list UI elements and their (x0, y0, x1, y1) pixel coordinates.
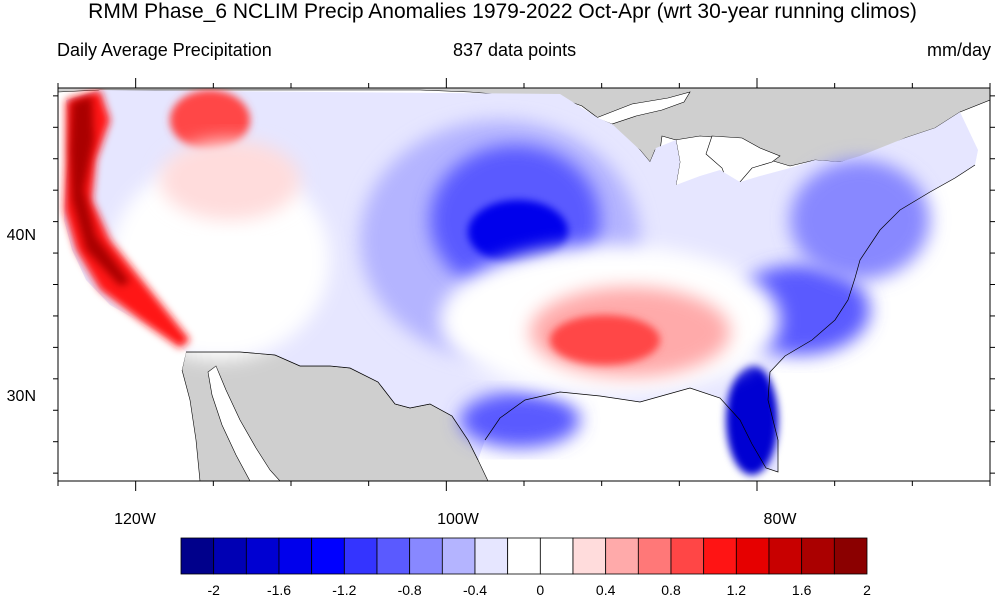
anomaly-field (64, 90, 978, 475)
colorbar-swatch (343, 537, 378, 575)
colorbar-swatch (245, 537, 280, 575)
lon-label-120w: 120W (114, 511, 157, 528)
colorbar-swatch (278, 537, 313, 575)
colorbar-tick-label: 1.2 (727, 582, 747, 597)
central-dry-anomaly-core (468, 200, 568, 264)
colorbar-swatch (703, 537, 737, 575)
colorbar-swatch (376, 537, 411, 575)
colorbar-swatch (833, 537, 868, 575)
colorbar-tick-label: -1.6 (267, 582, 291, 597)
lat-label-40n: 40N (7, 227, 36, 244)
colorbar-swatch (572, 537, 607, 575)
colorbar-swatch (507, 537, 541, 575)
colorbar-tick-label: 0 (536, 582, 544, 597)
colorbar-tick-label: 0.8 (661, 582, 681, 597)
northern-rockies-wet-anomaly (170, 90, 250, 150)
south-central-wet-anomaly-core (550, 315, 660, 365)
colorbar-swatch (441, 537, 476, 575)
colorbar-tick-label: -2 (207, 582, 220, 597)
cascades-wet-core (70, 96, 130, 286)
colorbar-tick-label: 2 (863, 582, 871, 597)
colorbar-swatch (637, 537, 672, 575)
florida-dry-anomaly (726, 365, 778, 475)
axis-ticks (53, 78, 995, 491)
lon-label-80w: 80W (764, 511, 798, 528)
lat-label-30n: 30N (7, 388, 36, 405)
colorbar-tick-label: 1.6 (792, 582, 812, 597)
pacific-coast-wet-anomaly (64, 90, 190, 348)
colorbar-tick-label: -1.2 (332, 582, 356, 597)
colorbar-swatch (768, 537, 803, 575)
colorbar-tick-label: -0.8 (398, 582, 422, 597)
colorbar-swatch (311, 537, 345, 575)
texas-coast-dry-anomaly (460, 392, 580, 448)
lon-label-100w: 100W (437, 511, 480, 528)
northeast-dry-anomaly (790, 160, 930, 280)
atlantic-ocean (768, 160, 990, 481)
subtitle-count: 837 data points (453, 40, 577, 60)
map-title: RMM Phase_6 NCLIM Precip Anomalies 1979-… (88, 0, 917, 23)
colorbar-swatch (605, 537, 639, 575)
subtitle-units: mm/day (926, 40, 991, 60)
colorbar-tick-label: -0.4 (463, 582, 487, 597)
gulf-of-california (207, 365, 281, 481)
map-panel (58, 88, 990, 481)
colorbar-swatch (409, 537, 443, 575)
colorbar-swatch (735, 537, 770, 575)
colorbar-swatch (801, 537, 835, 575)
colorbar-tick-label: 0.4 (596, 582, 616, 597)
colorbar-swatch (180, 537, 215, 575)
colorbar-labels: -2 -1.6 -1.2 -0.8 -0.4 0 0.4 0.8 1.2 1.6 2 (207, 582, 871, 597)
colorbar-swatch (213, 537, 247, 575)
great-basin-light-wet (160, 140, 300, 220)
colorbar-swatch (670, 537, 705, 575)
colorbar-swatch (474, 537, 509, 575)
us-outline (186, 164, 976, 473)
subtitle-variable: Daily Average Precipitation (57, 40, 272, 60)
colorbar-swatch (539, 537, 574, 575)
colorbar (180, 537, 868, 575)
